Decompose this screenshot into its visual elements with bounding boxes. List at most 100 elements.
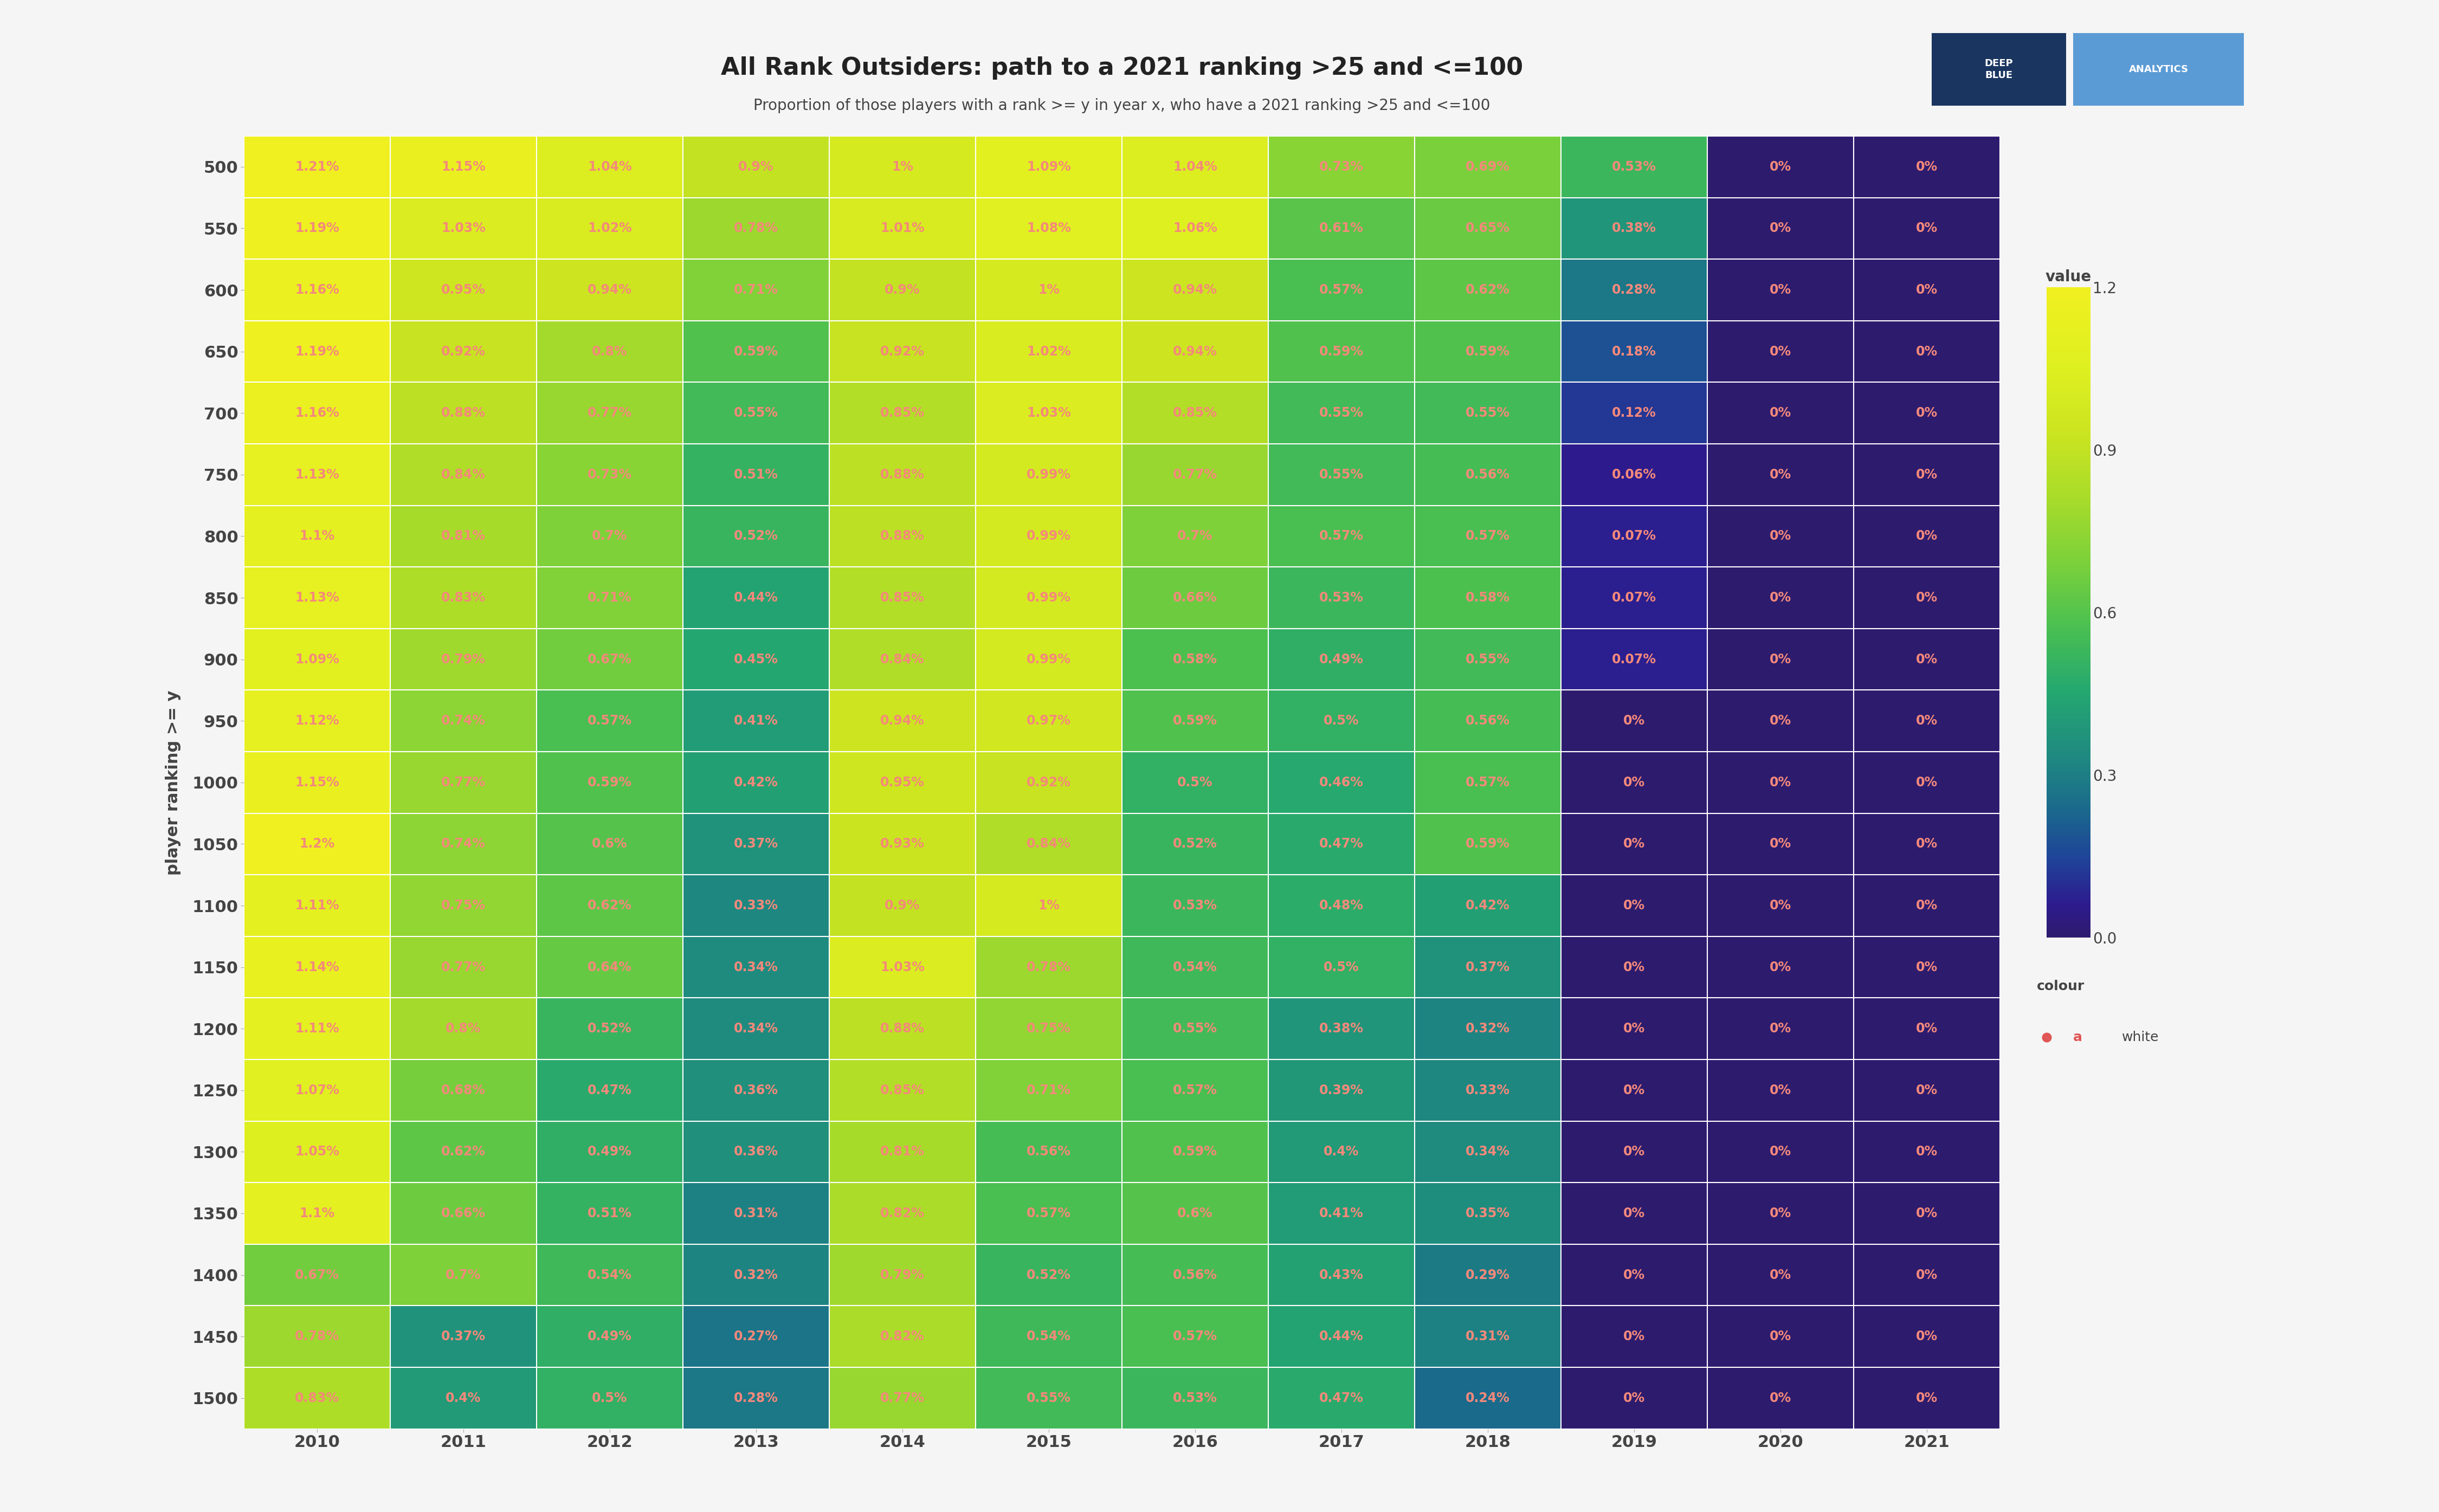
Text: 0%: 0% bbox=[1917, 222, 1937, 234]
Text: 0%: 0% bbox=[1771, 160, 1790, 174]
Text: 0.35%: 0.35% bbox=[1466, 1207, 1510, 1220]
Text: 0.6%: 0.6% bbox=[1178, 1207, 1212, 1220]
Text: 1.07%: 1.07% bbox=[295, 1084, 339, 1096]
Text: 0%: 0% bbox=[1917, 776, 1937, 789]
Text: 0%: 0% bbox=[1624, 776, 1644, 789]
Text: 0%: 0% bbox=[1771, 900, 1790, 912]
Text: DEEP
BLUE: DEEP BLUE bbox=[1985, 59, 2012, 80]
Text: 1.11%: 1.11% bbox=[295, 1022, 339, 1036]
Title: value: value bbox=[2046, 269, 2090, 284]
Text: 0.62%: 0.62% bbox=[1466, 283, 1510, 296]
Text: 1.03%: 1.03% bbox=[441, 222, 485, 234]
Text: 0.46%: 0.46% bbox=[1319, 776, 1363, 789]
Text: 0%: 0% bbox=[1917, 1145, 1937, 1158]
Text: 0%: 0% bbox=[1624, 838, 1644, 851]
Text: 0.57%: 0.57% bbox=[1466, 529, 1510, 543]
Text: 0.47%: 0.47% bbox=[588, 1084, 632, 1096]
Text: 0%: 0% bbox=[1771, 1145, 1790, 1158]
Text: 0.68%: 0.68% bbox=[441, 1084, 485, 1096]
Text: 0.5%: 0.5% bbox=[1178, 776, 1212, 789]
Text: 0.9%: 0.9% bbox=[739, 160, 773, 174]
Text: 0%: 0% bbox=[1917, 160, 1937, 174]
Text: 0%: 0% bbox=[1771, 283, 1790, 296]
Text: 1.13%: 1.13% bbox=[295, 469, 339, 481]
Text: 0.34%: 0.34% bbox=[734, 960, 778, 974]
Text: 0.52%: 0.52% bbox=[1173, 838, 1217, 851]
Text: 0.55%: 0.55% bbox=[1466, 653, 1510, 665]
Text: 1.02%: 1.02% bbox=[588, 222, 632, 234]
Text: 0.81%: 0.81% bbox=[880, 1145, 924, 1158]
Text: 0.71%: 0.71% bbox=[734, 283, 778, 296]
Text: 0.06%: 0.06% bbox=[1612, 469, 1656, 481]
Text: 0.53%: 0.53% bbox=[1612, 160, 1656, 174]
Text: 1.06%: 1.06% bbox=[1173, 222, 1217, 234]
Text: 0%: 0% bbox=[1917, 960, 1937, 974]
Text: 0.07%: 0.07% bbox=[1612, 529, 1656, 543]
Text: 0.54%: 0.54% bbox=[1027, 1331, 1071, 1343]
Text: 0.9%: 0.9% bbox=[885, 283, 920, 296]
Text: 0.59%: 0.59% bbox=[1466, 345, 1510, 358]
Text: 0.24%: 0.24% bbox=[1466, 1391, 1510, 1405]
Text: 1.12%: 1.12% bbox=[295, 714, 339, 727]
Text: 0%: 0% bbox=[1624, 1331, 1644, 1343]
Text: 1%: 1% bbox=[893, 160, 912, 174]
Text: 0%: 0% bbox=[1917, 838, 1937, 851]
Text: 1.09%: 1.09% bbox=[295, 653, 339, 665]
Text: 0.49%: 0.49% bbox=[1319, 653, 1363, 665]
Text: 0.62%: 0.62% bbox=[588, 900, 632, 912]
Text: 1.11%: 1.11% bbox=[295, 900, 339, 912]
Text: 0%: 0% bbox=[1917, 1084, 1937, 1096]
Text: 0%: 0% bbox=[1771, 591, 1790, 605]
Text: 0.29%: 0.29% bbox=[1466, 1269, 1510, 1282]
Text: 0.5%: 0.5% bbox=[1324, 714, 1359, 727]
Text: 0.53%: 0.53% bbox=[1319, 591, 1363, 605]
Text: 0.41%: 0.41% bbox=[734, 714, 778, 727]
Text: 0%: 0% bbox=[1771, 529, 1790, 543]
Text: 0.36%: 0.36% bbox=[734, 1084, 778, 1096]
Text: 0.64%: 0.64% bbox=[588, 960, 632, 974]
Text: 0.8%: 0.8% bbox=[446, 1022, 480, 1036]
Text: 1%: 1% bbox=[1039, 900, 1059, 912]
Text: 0.59%: 0.59% bbox=[1319, 345, 1363, 358]
Text: 0%: 0% bbox=[1771, 1207, 1790, 1220]
Text: 0.94%: 0.94% bbox=[880, 714, 924, 727]
Text: 0.9%: 0.9% bbox=[885, 900, 920, 912]
Text: 1.04%: 1.04% bbox=[588, 160, 632, 174]
Text: 0.54%: 0.54% bbox=[1173, 960, 1217, 974]
Text: 0.55%: 0.55% bbox=[1319, 469, 1363, 481]
Text: 0.36%: 0.36% bbox=[734, 1145, 778, 1158]
Text: 0.58%: 0.58% bbox=[1466, 591, 1510, 605]
Text: 0%: 0% bbox=[1624, 714, 1644, 727]
Text: 0%: 0% bbox=[1624, 1207, 1644, 1220]
Text: 0%: 0% bbox=[1771, 838, 1790, 851]
Text: 0.55%: 0.55% bbox=[734, 407, 778, 420]
Text: 0.85%: 0.85% bbox=[880, 1084, 924, 1096]
Text: 1.14%: 1.14% bbox=[295, 960, 339, 974]
Text: 0%: 0% bbox=[1917, 1022, 1937, 1036]
Text: 0.33%: 0.33% bbox=[734, 900, 778, 912]
Text: 0%: 0% bbox=[1624, 960, 1644, 974]
Text: 0.48%: 0.48% bbox=[1319, 900, 1363, 912]
Text: white: white bbox=[2122, 1031, 2159, 1043]
Text: 0.79%: 0.79% bbox=[880, 1269, 924, 1282]
Text: 0.57%: 0.57% bbox=[1319, 283, 1363, 296]
Text: 1.19%: 1.19% bbox=[295, 222, 339, 234]
Text: 0.34%: 0.34% bbox=[1466, 1145, 1510, 1158]
Text: 0%: 0% bbox=[1624, 1391, 1644, 1405]
Text: 0.53%: 0.53% bbox=[1173, 900, 1217, 912]
Text: 0%: 0% bbox=[1917, 900, 1937, 912]
Text: 0.55%: 0.55% bbox=[1027, 1391, 1071, 1405]
Text: 0.73%: 0.73% bbox=[588, 469, 632, 481]
Text: 0.38%: 0.38% bbox=[1319, 1022, 1363, 1036]
Text: 0.78%: 0.78% bbox=[734, 222, 778, 234]
Text: 0.74%: 0.74% bbox=[441, 838, 485, 851]
Text: 0.7%: 0.7% bbox=[593, 529, 627, 543]
Text: 0.51%: 0.51% bbox=[588, 1207, 632, 1220]
Text: 0.81%: 0.81% bbox=[441, 529, 485, 543]
Text: 0%: 0% bbox=[1771, 714, 1790, 727]
Text: 0%: 0% bbox=[1771, 653, 1790, 665]
Text: 0.51%: 0.51% bbox=[734, 469, 778, 481]
Text: 1.08%: 1.08% bbox=[1027, 222, 1071, 234]
Text: 0.28%: 0.28% bbox=[1612, 283, 1656, 296]
Text: 0.28%: 0.28% bbox=[734, 1391, 778, 1405]
